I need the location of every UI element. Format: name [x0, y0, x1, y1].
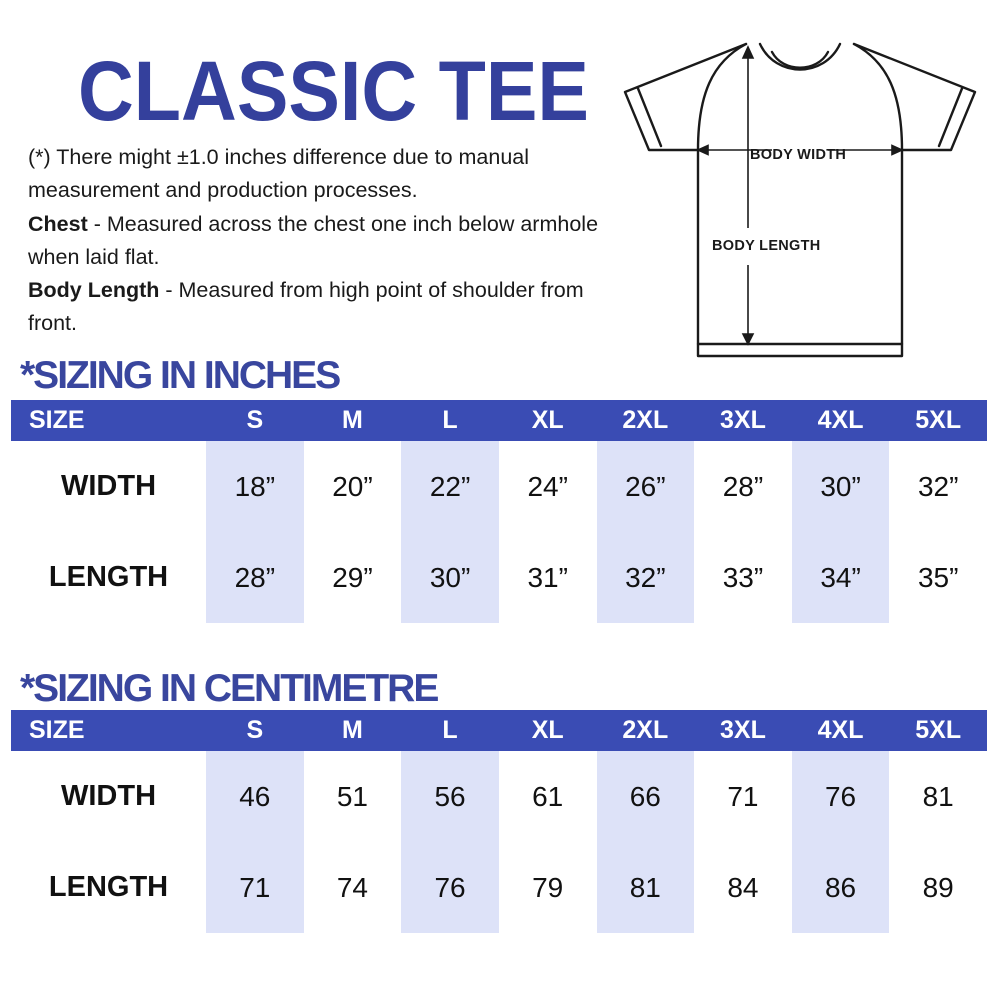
- svg-text:BODY WIDTH: BODY WIDTH: [750, 147, 846, 163]
- svg-text:BODY LENGTH: BODY LENGTH: [712, 238, 821, 254]
